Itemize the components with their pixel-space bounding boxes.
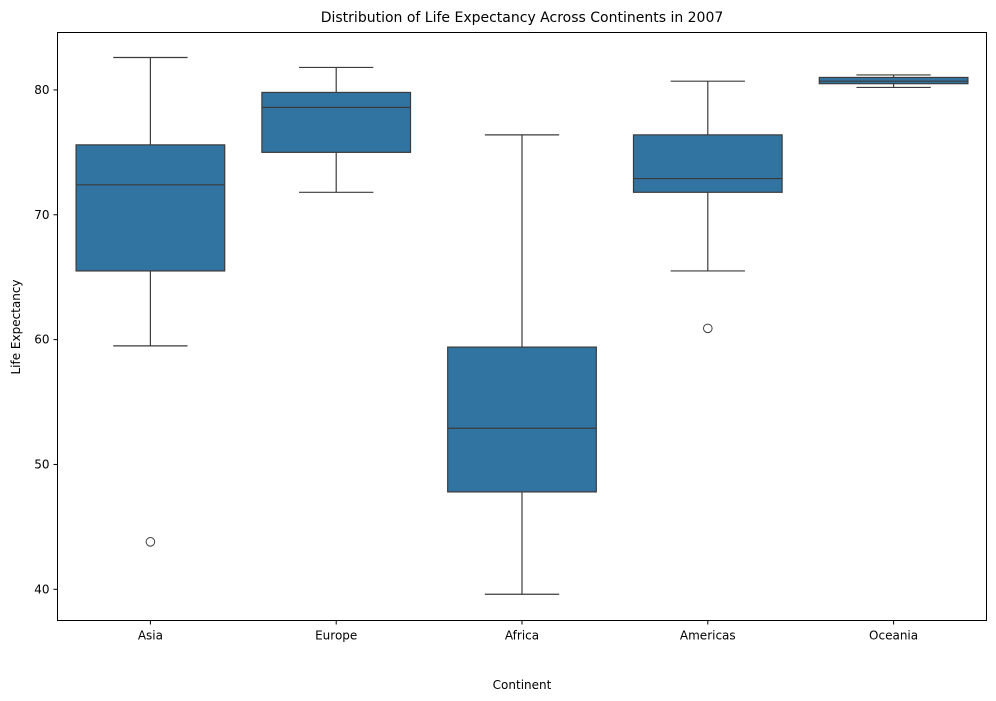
y-tick-label: 80 [34,83,49,97]
y-axis-label: Life Expectancy [9,279,23,374]
x-tick-label: Africa [505,629,539,643]
y-tick-label: 60 [34,333,49,347]
plot-area [75,56,969,595]
y-axis-ticks: 40 50 60 70 80 [34,83,58,596]
box-group-americas [632,80,783,334]
box-iqr [261,91,412,153]
x-tick-label: Oceania [869,629,918,643]
box-iqr [632,134,783,193]
outlier-point [703,323,713,334]
box-iqr [818,76,969,85]
x-axis-ticks: Asia Europe Africa Americas Oceania [138,620,918,643]
y-tick-label: 70 [34,208,49,222]
y-tick-label: 40 [34,582,49,596]
box-group-oceania [818,74,969,89]
chart-title: Distribution of Life Expectancy Across C… [321,10,724,26]
box-group-asia [75,56,226,547]
x-tick-label: Asia [138,629,163,643]
x-tick-label: Europe [315,629,357,643]
box-group-africa [447,134,597,595]
outlier-point [145,537,156,547]
x-axis-label: Continent [493,678,552,692]
y-tick-label: 50 [34,457,49,471]
x-tick-label: Americas [680,629,736,643]
box-iqr [447,346,597,493]
box-iqr [75,144,226,272]
box-group-europe [261,66,412,193]
